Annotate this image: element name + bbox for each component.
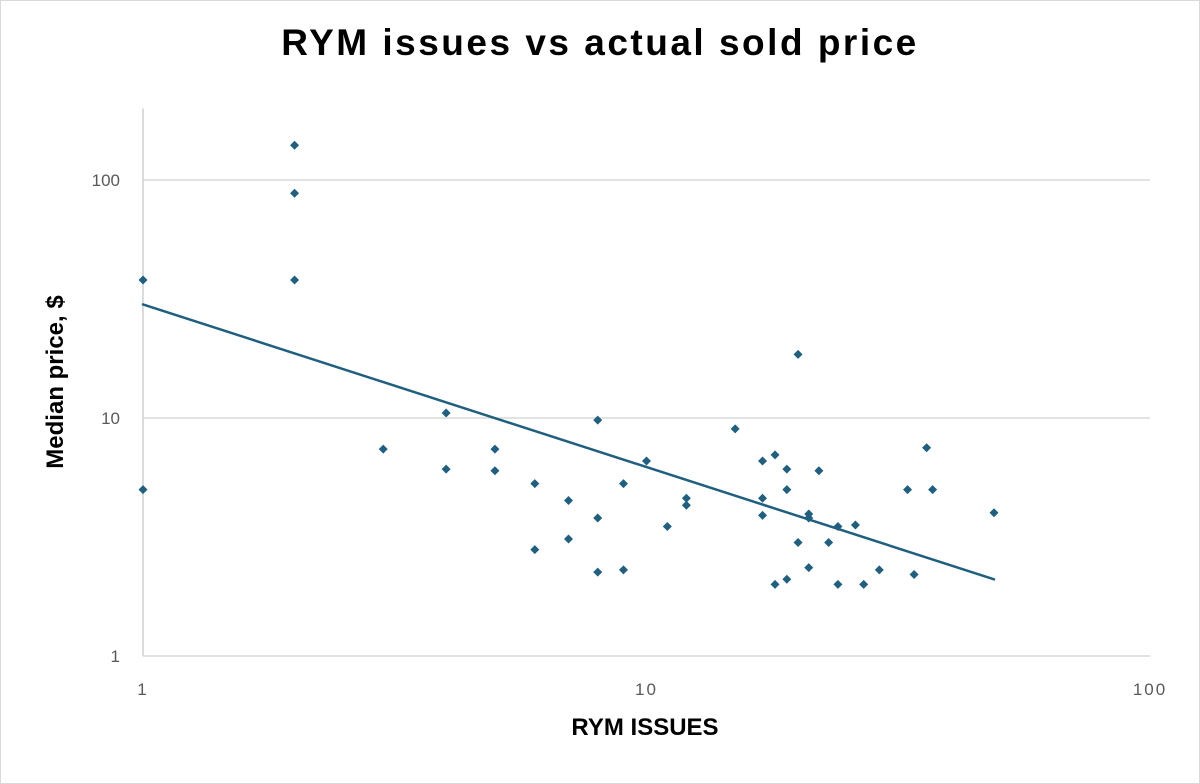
data-point bbox=[290, 188, 300, 198]
data-point bbox=[804, 563, 814, 573]
data-point bbox=[804, 513, 814, 523]
data-point bbox=[290, 140, 300, 150]
data-point bbox=[618, 479, 628, 489]
data-point bbox=[593, 415, 603, 425]
axis-ticks: 1 10 100 1 10 100 bbox=[92, 171, 1167, 699]
data-point bbox=[758, 493, 768, 503]
data-point bbox=[618, 565, 628, 575]
data-point bbox=[850, 520, 860, 530]
grid-lines bbox=[143, 179, 1150, 657]
data-point bbox=[593, 567, 603, 577]
y-tick-label: 1 bbox=[111, 647, 120, 666]
data-point bbox=[138, 275, 148, 285]
data-point bbox=[833, 579, 843, 589]
trendline-layer bbox=[141, 303, 996, 581]
y-tick-label: 100 bbox=[92, 171, 120, 190]
data-point bbox=[564, 496, 574, 506]
y-tick-label: 10 bbox=[101, 409, 120, 428]
data-point bbox=[642, 456, 651, 466]
data-point bbox=[530, 479, 540, 489]
data-point bbox=[874, 565, 884, 575]
data-point bbox=[490, 466, 500, 476]
data-point bbox=[909, 570, 919, 580]
data-point bbox=[859, 579, 869, 589]
x-axis-label: RYM ISSUES bbox=[571, 714, 719, 741]
data-point bbox=[782, 485, 792, 495]
data-point bbox=[928, 485, 938, 495]
data-point bbox=[814, 466, 824, 476]
data-point bbox=[681, 500, 691, 510]
data-point bbox=[782, 574, 792, 584]
data-point bbox=[758, 456, 768, 466]
data-point bbox=[662, 522, 672, 532]
data-point bbox=[138, 485, 148, 495]
data-point bbox=[593, 513, 603, 523]
x-tick-label: 100 bbox=[1133, 680, 1167, 699]
data-point bbox=[903, 485, 913, 495]
data-point bbox=[530, 545, 540, 555]
x-tick-label: 1 bbox=[137, 680, 148, 699]
data-point bbox=[989, 508, 999, 518]
data-point bbox=[770, 450, 780, 460]
data-point bbox=[833, 522, 843, 532]
data-points bbox=[138, 140, 999, 589]
data-point bbox=[922, 443, 932, 453]
data-point bbox=[441, 464, 451, 474]
chart-title: RYM issues vs actual sold price bbox=[281, 22, 919, 63]
trendline bbox=[141, 303, 996, 581]
data-point bbox=[793, 349, 803, 359]
data-point bbox=[770, 579, 780, 589]
data-point bbox=[782, 464, 792, 474]
data-point bbox=[730, 424, 740, 434]
data-point bbox=[824, 537, 834, 547]
data-point bbox=[681, 493, 691, 503]
y-axis-label: Median price, $ bbox=[42, 295, 69, 469]
data-point bbox=[378, 444, 388, 454]
data-point bbox=[793, 537, 803, 547]
data-point bbox=[564, 534, 574, 544]
x-tick-label: 10 bbox=[635, 680, 658, 699]
data-point bbox=[490, 444, 500, 454]
data-point bbox=[290, 275, 300, 285]
data-point bbox=[758, 510, 768, 520]
data-point bbox=[441, 408, 451, 418]
